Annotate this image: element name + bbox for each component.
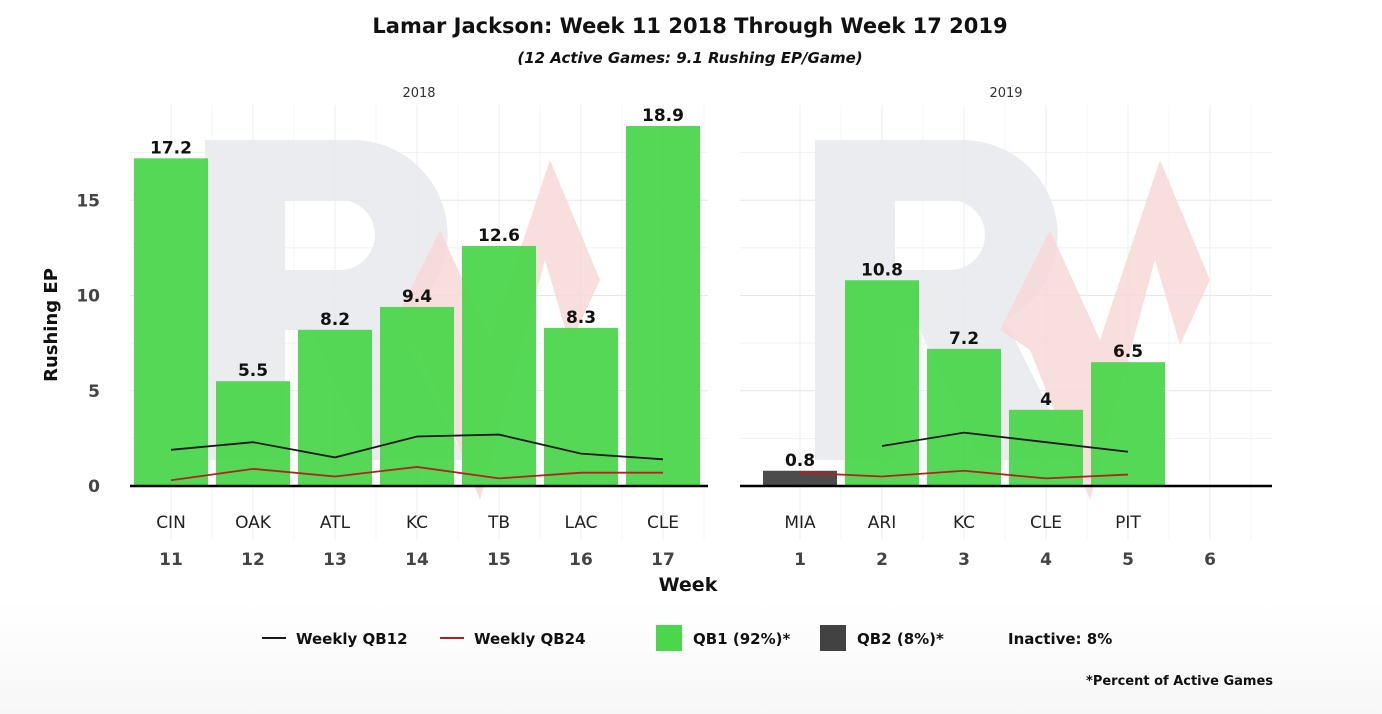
legend-swatch-qb2 (820, 625, 846, 651)
line-weekly-qb24 (170, 466, 663, 482)
data-label: 7.2 (949, 329, 979, 349)
y-tick-label: 10 (76, 287, 100, 307)
opponent-label: CIN (156, 513, 186, 533)
legend-label-inactive: Inactive: 8% (1008, 630, 1112, 648)
opponent-label: PIT (1115, 513, 1141, 533)
bar-2018-week-17 (626, 125, 700, 486)
opponent-label: CLE (647, 513, 679, 533)
y-axis-label: Rushing EP (41, 268, 62, 382)
legend: Weekly QB12 Weekly QB24 QB1 (92%)* QB2 (8%)… (262, 625, 1112, 651)
panel-2019: 2019 0.8 10.8 7.2 4 6.5 MIA 1 ARI 2 KC 3 CLE 4 PIT 5 6 (740, 86, 1272, 570)
bar-2019-week-5 (1091, 362, 1165, 486)
bar-2018-week-14 (380, 306, 454, 486)
x-tick-label: 2 (876, 550, 888, 570)
line-weekly-qb12 (881, 431, 1129, 453)
data-label: 8.3 (566, 308, 596, 328)
opponent-label: OAK (235, 513, 272, 533)
data-label: 5.5 (238, 361, 268, 381)
data-label: 0.8 (785, 451, 815, 471)
panel-2018: 2018 17.2 5.5 8.2 9.4 12.6 8.3 18.9 CIN 11 OAK 12 AT… (130, 86, 708, 570)
data-label: 8.2 (320, 310, 350, 330)
line-weekly-qb24 (799, 469, 1129, 480)
x-tick-label: 11 (159, 550, 183, 570)
opponent-label: ARI (868, 513, 896, 533)
x-axis-label: Week (659, 574, 718, 596)
opponent-label: ATL (320, 513, 351, 533)
legend-background (0, 600, 1382, 714)
panel-label: 2018 (402, 86, 435, 101)
bar-2018-week-15 (462, 245, 536, 486)
bar-2019-week-4 (1009, 409, 1083, 486)
x-tick-label: 13 (323, 550, 347, 570)
x-tick-label: 3 (958, 550, 970, 570)
line-weekly-qb12 (170, 433, 664, 461)
x-tick-label: 6 (1204, 550, 1216, 570)
x-tick-label: 5 (1122, 550, 1134, 570)
data-label: 9.4 (402, 287, 432, 307)
bar-2019-week-3 (927, 348, 1001, 486)
bar-2019-week-2 (845, 280, 919, 486)
x-tick-label: 14 (405, 550, 429, 570)
x-tick-label: 17 (651, 550, 675, 570)
legend-swatch-qb1 (656, 625, 682, 651)
panel-label: 2019 (989, 86, 1022, 101)
data-label: 18.9 (642, 106, 684, 126)
bar-2018-week-11 (134, 158, 208, 486)
legend-label-qb12: Weekly QB12 (296, 630, 408, 648)
data-label: 4 (1040, 390, 1052, 410)
bar-2018-week-13 (298, 329, 372, 486)
opponent-label: LAC (564, 513, 597, 533)
chart-title: Lamar Jackson: Week 11 2018 Through Week… (372, 14, 1007, 38)
x-tick-label: 4 (1040, 550, 1052, 570)
y-tick-label: 5 (88, 382, 100, 402)
x-tick-label: 16 (569, 550, 593, 570)
bar-2019-week-1 (763, 470, 837, 486)
legend-label-qb2: QB2 (8%)* (857, 630, 944, 648)
opponent-label: TB (487, 513, 510, 533)
bar-2018-week-12 (216, 381, 290, 486)
x-tick-label: 15 (487, 550, 511, 570)
x-tick-label: 12 (241, 550, 265, 570)
y-tick-label: 0 (88, 477, 100, 497)
legend-label-qb24: Weekly QB24 (474, 630, 586, 648)
plot-area: 201817.25.58.29.412.68.318.9CIN11OAK12AT… (76, 86, 1272, 570)
opponent-label: KC (406, 513, 428, 533)
x-tick-label: 1 (794, 550, 806, 570)
legend-label-qb1: QB1 (92%)* (693, 630, 790, 648)
data-label: 10.8 (861, 260, 903, 280)
data-label: 17.2 (150, 138, 192, 158)
opponent-label: CLE (1030, 513, 1062, 533)
opponent-label: KC (953, 513, 975, 533)
footnote: *Percent of Active Games (1086, 674, 1273, 689)
data-label: 12.6 (478, 226, 520, 246)
opponent-label: MIA (784, 513, 816, 533)
y-tick-label: 15 (76, 191, 100, 211)
bar-2018-week-16 (544, 327, 618, 486)
chart-subtitle: (12 Active Games: 9.1 Rushing EP/Game) (517, 49, 862, 67)
watermark-chevron-shape (1000, 160, 1210, 500)
data-label: 6.5 (1113, 342, 1143, 362)
